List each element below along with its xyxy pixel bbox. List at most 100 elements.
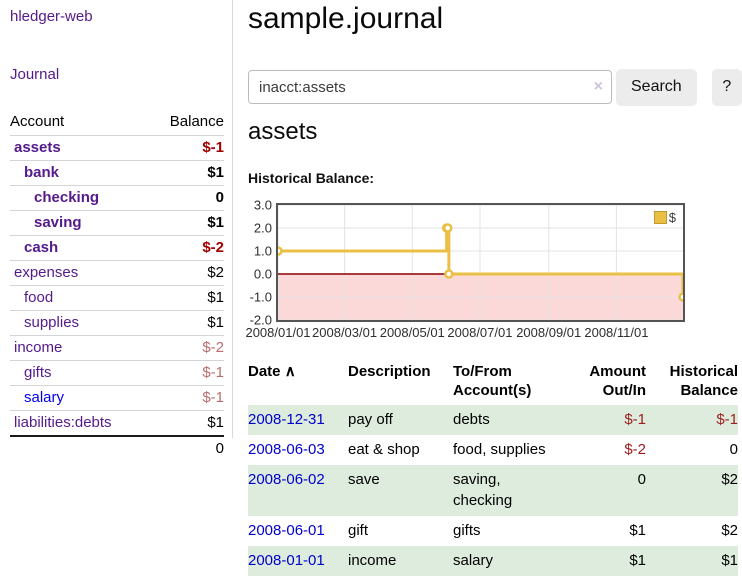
register-table: Date ∧ Description To/From Account(s) Am… — [248, 360, 738, 576]
transaction-amount: $1 — [629, 522, 646, 539]
account-link-salary[interactable]: salary — [24, 389, 65, 406]
account-link-checking[interactable]: checking — [34, 189, 100, 206]
sort-ascending-icon: ∧ — [284, 363, 296, 380]
transaction-balance: $1 — [721, 552, 738, 569]
y-axis-tick-label: 0.0 — [253, 266, 272, 282]
register-row: 2008-06-01 gift gifts $1 $2 — [248, 516, 738, 546]
transaction-amount: $1 — [629, 552, 646, 569]
transaction-amount: 0 — [637, 471, 646, 488]
y-axis-tick-label: -1.0 — [249, 289, 272, 305]
transaction-description: pay off — [348, 411, 393, 428]
x-axis-tick-label: 2008/05/01 — [379, 325, 445, 340]
chart-x-axis-labels: 2008/01/01 2008/03/01 2008/05/01 2008/07/01… — [244, 325, 742, 341]
account-balance: $1 — [149, 410, 224, 436]
transaction-date-link[interactable]: 2008-06-02 — [248, 471, 325, 488]
accounts-header-account: Account — [10, 113, 65, 130]
account-balance: $2 — [149, 260, 224, 286]
register-row: 2008-12-31 pay off debts $-1 $-1 — [248, 405, 738, 435]
x-axis-tick-label: 2008/09/01 — [516, 325, 582, 340]
transaction-date-link[interactable]: 2008-01-01 — [248, 552, 325, 569]
transaction-balance: $2 — [721, 471, 738, 488]
transaction-date-link[interactable]: 2008-06-01 — [248, 522, 325, 539]
legend-label: $ — [668, 210, 676, 225]
register-header-date-label: Date — [248, 363, 281, 380]
account-balance: $-1 — [149, 385, 224, 411]
transaction-description: save — [348, 471, 380, 488]
account-balance: $-1 — [149, 135, 224, 161]
chart-legend: $ — [653, 210, 676, 225]
account-link-food[interactable]: food — [24, 289, 54, 306]
register-header-balance: Historical Balance — [669, 363, 738, 399]
accounts-table: Account Balance assets $-1 bank $1 check… — [10, 110, 224, 461]
clear-search-icon[interactable]: × — [593, 78, 603, 95]
transaction-date-link[interactable]: 2008-12-31 — [248, 411, 325, 428]
account-link-expenses[interactable]: expenses — [14, 264, 79, 281]
account-link-assets[interactable]: assets — [14, 139, 61, 156]
accounts-total-spacer — [10, 435, 150, 461]
transaction-balance: $2 — [721, 522, 738, 539]
x-axis-tick-label: 2008/11/01 — [584, 325, 649, 340]
x-axis-tick-label: 2008/07/01 — [447, 325, 513, 340]
account-row-assets: assets $-1 — [10, 135, 224, 161]
historical-balance-chart: 3.0 2.0 1.0 0.0 -1.0 -2.0 $ 2008/01/01 2008/03… — [244, 198, 742, 345]
account-balance: 0 — [149, 185, 224, 211]
search-form: × Search ? — [248, 68, 742, 106]
page-title: sample.journal — [248, 2, 444, 35]
account-row-food: food $1 — [10, 285, 224, 311]
account-row-cash: cash $-2 — [10, 235, 224, 261]
x-axis-tick-label: 2008/01/01 — [245, 325, 311, 340]
transaction-balance: 0 — [729, 441, 738, 458]
x-axis-tick-label: 2008/03/01 — [312, 325, 378, 340]
account-link-supplies[interactable]: supplies — [24, 314, 80, 331]
chart-plot-area[interactable]: $ — [276, 203, 685, 322]
account-row-expenses: expenses $2 — [10, 260, 224, 286]
transaction-date-link[interactable]: 2008-06-03 — [248, 441, 325, 458]
transaction-description: eat & shop — [348, 441, 420, 458]
sidebar-item-journal[interactable]: Journal — [10, 66, 60, 83]
y-axis-tick-label: 1.0 — [253, 243, 272, 259]
account-row-saving: saving $1 — [10, 210, 224, 236]
register-header-date[interactable]: Date ∧ — [248, 360, 348, 405]
transaction-amount: $-2 — [624, 441, 646, 458]
transaction-tofrom: saving, checking — [453, 471, 513, 509]
brand-wrap: hledger-web — [10, 8, 224, 26]
transaction-balance: $-1 — [716, 411, 738, 428]
account-link-bank[interactable]: bank — [24, 164, 60, 181]
accounts-header-row: Account Balance — [10, 110, 224, 136]
transaction-tofrom: food, supplies — [453, 441, 546, 458]
account-row-bank: bank $1 — [10, 160, 224, 186]
account-link-liabilities-debts[interactable]: liabilities:debts — [14, 414, 112, 431]
accounts-total-row: 0 — [10, 435, 224, 461]
chart-y-axis-labels: 3.0 2.0 1.0 0.0 -1.0 -2.0 — [244, 198, 272, 328]
transaction-tofrom: salary — [453, 552, 494, 569]
help-button[interactable]: ? — [711, 68, 742, 106]
y-axis-tick-label: 3.0 — [253, 197, 272, 213]
register-header-row: Date ∧ Description To/From Account(s) Am… — [248, 360, 738, 405]
chart-plot-svg — [278, 205, 683, 320]
register-header-description: Description — [348, 363, 431, 380]
search-input[interactable] — [248, 70, 612, 104]
account-balance: $1 — [149, 285, 224, 311]
account-row-salary: salary $-1 — [10, 385, 224, 411]
account-link-cash[interactable]: cash — [24, 239, 59, 256]
account-heading: assets — [248, 118, 318, 145]
search-button[interactable]: Search — [616, 68, 697, 106]
account-balance: $1 — [149, 310, 224, 336]
brand-link[interactable]: hledger-web — [10, 8, 93, 25]
register-header-amount: Amount Out/In — [589, 363, 646, 399]
accounts-header-balance: Balance — [169, 113, 224, 130]
register-row: 2008-06-02 save saving, checking 0 $2 — [248, 465, 738, 516]
account-link-income[interactable]: income — [14, 339, 63, 356]
chart-title: Historical Balance: — [248, 170, 375, 186]
account-row-supplies: supplies $1 — [10, 310, 224, 336]
transaction-tofrom: debts — [453, 411, 490, 428]
register-row: 2008-01-01 income salary $1 $1 — [248, 546, 738, 576]
account-balance: $1 — [149, 210, 224, 236]
main-content: sample.journal × Search ? assets Histori… — [245, 0, 742, 582]
account-link-gifts[interactable]: gifts — [24, 364, 52, 381]
account-link-saving[interactable]: saving — [34, 214, 82, 231]
transaction-amount: $-1 — [624, 411, 646, 428]
transaction-description: gift — [348, 522, 369, 539]
account-balance: $-2 — [149, 235, 224, 261]
